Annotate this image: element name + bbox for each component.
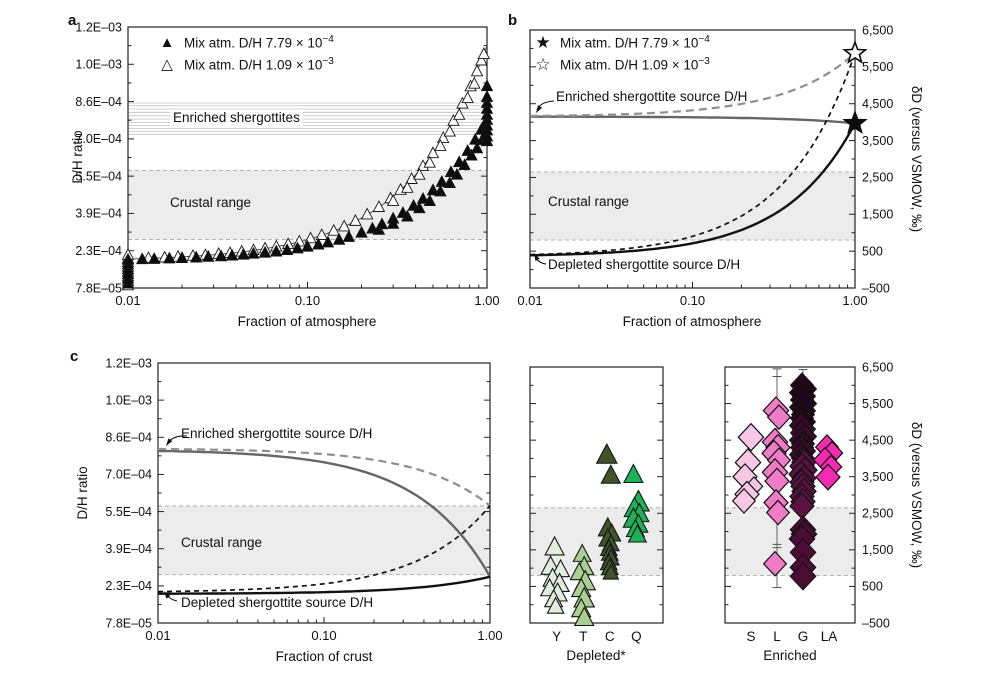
tick-label: 4,500: [862, 97, 893, 111]
annotation-enriched-source-c: Enriched shergottite source D/H: [181, 426, 373, 441]
tick-label: 2.3E–04: [75, 244, 122, 258]
tick-label: 7.0E–04: [75, 132, 122, 146]
panel-label-c: c: [70, 348, 79, 365]
yaxis-title-a: D/H ratio: [70, 130, 86, 184]
yaxis-title-delta-b: δD (versus VSMOW, ‰): [908, 85, 924, 233]
tick-label: 0.01: [517, 293, 542, 308]
tick-label: 2.3E–04: [105, 579, 152, 593]
tick-label: 1.00: [842, 293, 867, 308]
legend-label: Mix atm. D/H 7.79 × 10−4: [560, 33, 710, 51]
tick-label: 8.6E–04: [105, 431, 152, 445]
filled-triangle-icon: ▲: [159, 33, 175, 51]
xaxis-title-a: Fraction of atmosphere: [237, 314, 377, 329]
category-label: G: [798, 629, 809, 644]
category-label: Y: [552, 629, 561, 644]
tick-label: 3,500: [862, 134, 893, 148]
tick-label: 1.0E–03: [75, 58, 122, 72]
tick-label: 2,500: [862, 507, 893, 521]
legend-item: ▲ Mix atm. D/H 7.79 × 10−4: [157, 31, 334, 53]
xaxis-title-b: Fraction of atmosphere: [622, 314, 762, 329]
tick-label: 5.5E–04: [105, 505, 152, 519]
tick-label: 1,500: [862, 543, 893, 557]
category-label: LA: [821, 629, 838, 644]
open-star-icon: ☆: [535, 54, 551, 74]
tick-label: –500: [862, 616, 890, 630]
open-triangle-icon: △: [161, 55, 173, 73]
tick-label: 1.0E–03: [105, 393, 152, 407]
tick-label: 1.2E–03: [105, 356, 152, 370]
tick-label: 5,500: [862, 60, 893, 74]
tick-label: 1.2E–03: [75, 20, 122, 34]
annotation-enriched-shergottites: Enriched shergottites: [170, 110, 303, 126]
tick-label: 0.10: [295, 293, 320, 308]
annotation-crustal-range-b: Crustal range: [548, 194, 630, 209]
tick-label: 7.8E–05: [75, 281, 122, 295]
tick-label: 0.01: [115, 293, 140, 308]
category-label: T: [579, 629, 587, 644]
yaxis-title-c: D/H ratio: [75, 466, 91, 520]
legend-panel-a: ▲ Mix atm. D/H 7.79 × 10−4 △ Mix atm. D/…: [157, 31, 334, 75]
tick-label: 3.9E–04: [75, 207, 122, 221]
tick-label: 1.00: [474, 293, 499, 308]
tick-label: 7.8E–05: [105, 616, 152, 630]
yaxis-title-delta-enriched: δD (versus VSMOW, ‰): [908, 421, 924, 569]
annotation-depleted-source-c: Depleted shergottite source D/H: [181, 595, 374, 610]
category-label: S: [746, 629, 755, 644]
legend-item: ★ Mix atm. D/H 7.79 × 10−4: [533, 31, 710, 53]
tick-label: 0.10: [311, 628, 336, 643]
annotation-enriched-source-b: Enriched shergottite source D/H: [556, 89, 748, 104]
tick-label: 1,500: [862, 208, 893, 222]
group-label-enriched: Enriched: [763, 648, 817, 663]
legend-item: ☆ Mix atm. D/H 1.09 × 10−3: [533, 53, 710, 75]
tick-label: 5,500: [862, 397, 893, 411]
filled-star-icon: ★: [535, 32, 551, 52]
tick-label: 6,500: [862, 23, 893, 37]
tick-label: 2,500: [862, 171, 893, 185]
category-label: L: [773, 629, 781, 644]
tick-label: 1.00: [477, 628, 502, 643]
panel-label-a: a: [68, 12, 77, 29]
group-label-depleted: Depleted*: [566, 648, 626, 663]
annotation-crustal-range-a: Crustal range: [170, 195, 252, 210]
tick-label: 8.6E–04: [75, 95, 122, 109]
legend-label: Mix atm. D/H 7.79 × 10−4: [184, 33, 334, 51]
tick-label: 0.10: [680, 293, 705, 308]
xaxis-title-c: Fraction of crust: [275, 649, 373, 664]
legend-label: Mix atm. D/H 1.09 × 10−3: [184, 55, 334, 73]
tick-label: –500: [862, 281, 890, 295]
category-label: Q: [631, 629, 642, 644]
tick-label: 500: [862, 244, 883, 258]
tick-label: 3,500: [862, 470, 893, 484]
annotation-crustal-range-c: Crustal range: [181, 535, 263, 550]
tick-label: 6,500: [862, 360, 893, 374]
category-label: C: [605, 629, 615, 644]
tick-label: 4,500: [862, 433, 893, 447]
legend-item: △ Mix atm. D/H 1.09 × 10−3: [157, 53, 334, 75]
tick-label: 0.01: [145, 628, 170, 643]
legend-panel-b: ★ Mix atm. D/H 7.79 × 10−4 ☆ Mix atm. D/…: [533, 31, 710, 75]
panel-label-b: b: [508, 12, 518, 29]
legend-label: Mix atm. D/H 1.09 × 10−3: [560, 55, 710, 73]
tick-label: 5.5E–04: [75, 169, 122, 183]
tick-label: 3.9E–04: [105, 542, 152, 556]
annotation-depleted-source-b: Depleted shergottite source D/H: [548, 257, 741, 272]
tick-label: 500: [862, 580, 883, 594]
tick-label: 7.0E–04: [105, 468, 152, 482]
